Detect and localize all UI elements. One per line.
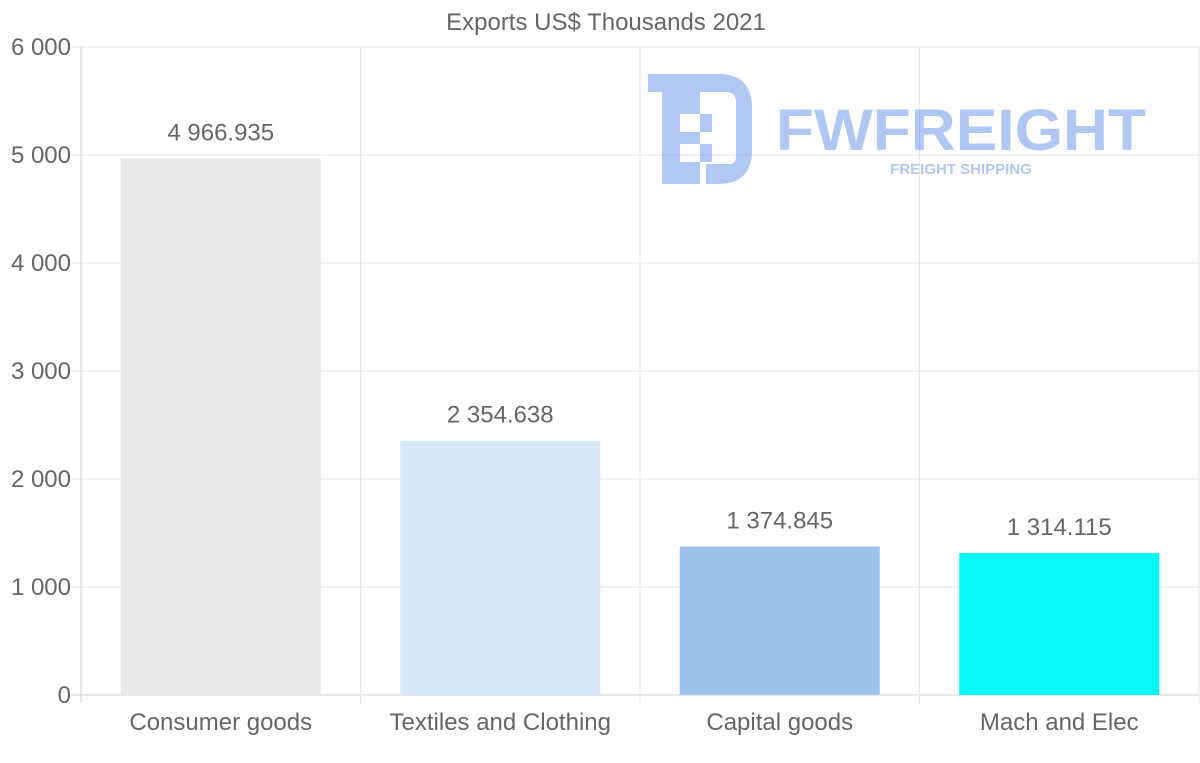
bar: [400, 440, 601, 695]
logo-brand: FWFREIGHT: [776, 98, 1146, 163]
bar-value-label: 2 354.638: [447, 402, 554, 429]
y-tick-label: 3 000: [11, 358, 71, 385]
x-tick-label: Mach and Elec: [980, 709, 1139, 736]
bar: [679, 546, 880, 695]
x-tick-label: Textiles and Clothing: [390, 709, 611, 736]
logo-tagline: FREIGHT SHIPPING: [890, 161, 1032, 178]
bars: 4 966.935 2 354.638 1 374.845 1 314.115: [120, 120, 1160, 695]
bar-value-label: 4 966.935: [167, 120, 274, 147]
bar-value-label: 1 374.845: [726, 508, 833, 535]
y-tick-label: 4 000: [11, 250, 71, 277]
y-axis: 0 1 000 2 000 3 000 4 000 5 000 6 000: [11, 34, 71, 709]
bar-value-label: 1 314.115: [1007, 514, 1112, 541]
chart-title: Exports US$ Thousands 2021: [446, 9, 766, 36]
bar: [959, 553, 1160, 695]
bar: [120, 158, 321, 695]
x-tick-label: Consumer goods: [129, 709, 312, 736]
y-tick-label: 1 000: [11, 574, 71, 601]
x-tick-label: Capital goods: [706, 709, 853, 736]
y-tick-label: 2 000: [11, 466, 71, 493]
y-tick-label: 0: [58, 682, 71, 709]
y-tick-label: 5 000: [11, 142, 71, 169]
y-tick-label: 6 000: [11, 34, 71, 61]
logo-mark: [648, 74, 752, 184]
x-axis: Consumer goods Textiles and Clothing Capit…: [129, 709, 1138, 736]
